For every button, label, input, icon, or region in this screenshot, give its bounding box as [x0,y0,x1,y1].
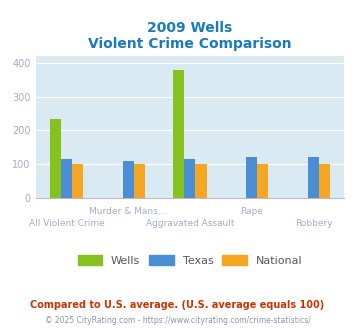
Bar [184,159,196,198]
Bar [246,157,257,198]
Text: Rape: Rape [240,207,263,215]
Text: Compared to U.S. average. (U.S. average equals 100): Compared to U.S. average. (U.S. average … [31,300,324,310]
Text: Aggravated Assault: Aggravated Assault [146,219,234,228]
Bar [319,164,330,198]
Bar [173,70,184,198]
Text: Robbery: Robbery [295,219,332,228]
Legend: Wells, Texas, National: Wells, Texas, National [73,250,307,270]
Bar [72,164,83,198]
Text: Murder & Mans...: Murder & Mans... [89,207,167,215]
Bar [134,164,145,198]
Text: All Violent Crime: All Violent Crime [28,219,104,228]
Bar [122,161,134,198]
Bar [257,164,268,198]
Title: 2009 Wells
Violent Crime Comparison: 2009 Wells Violent Crime Comparison [88,20,292,51]
Bar [196,164,207,198]
Bar [50,118,61,198]
Bar [308,157,319,198]
Text: © 2025 CityRating.com - https://www.cityrating.com/crime-statistics/: © 2025 CityRating.com - https://www.city… [45,316,310,325]
Bar [61,159,72,198]
